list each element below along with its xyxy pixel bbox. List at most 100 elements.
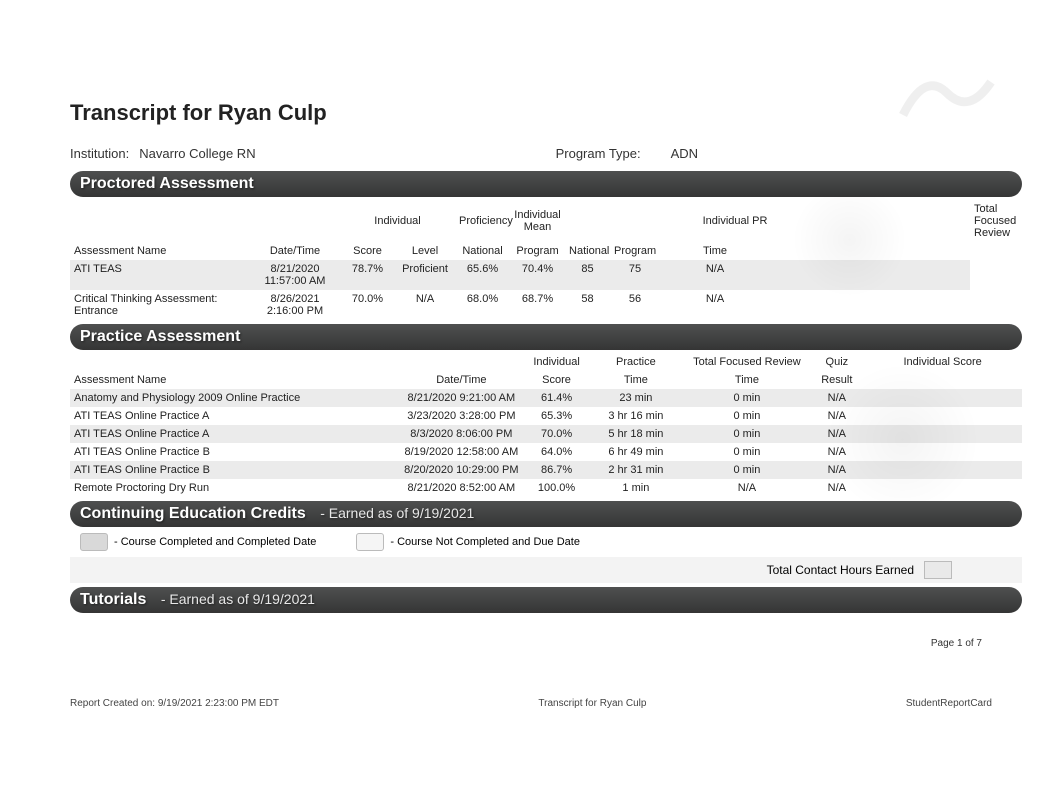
section-tutorials-header: Tutorials - Earned as of 9/19/2021 [70, 587, 1022, 613]
proctored-col-header: Total Focused Review [970, 197, 996, 242]
table-cell: 8/21/2020 8:52:00 AM [398, 479, 525, 497]
table-cell: 5 hr 18 min [588, 425, 683, 443]
table-cell: 2 hr 31 min [588, 461, 683, 479]
proctored-col-subheader [770, 242, 810, 260]
proctored-col-subheader: Assessment Name [70, 242, 250, 260]
practice-col-header: Quiz [810, 350, 863, 371]
practice-col-subheader: Assessment Name [70, 371, 398, 389]
practice-col-subheader [863, 371, 1022, 389]
table-cell: 0 min [683, 389, 810, 407]
table-cell: 3 hr 16 min [588, 407, 683, 425]
table-cell: 70.0% [525, 425, 588, 443]
table-row: ATI TEAS Online Practice B8/20/2020 10:2… [70, 461, 1022, 479]
section-cec-header: Continuing Education Credits - Earned as… [70, 501, 1022, 527]
table-cell: 65.6% [455, 260, 510, 290]
table-cell: 23 min [588, 389, 683, 407]
table-cell: 8/26/20212:16:00 PM [250, 290, 340, 320]
section-proctored-header: Proctored Assessment [70, 171, 1022, 197]
practice-col-subheader: Time [588, 371, 683, 389]
table-cell: 8/21/2020 9:21:00 AM [398, 389, 525, 407]
swatch-not-completed-icon [356, 533, 384, 551]
program-type-label: Program Type: [556, 146, 641, 161]
table-cell: Proficient [395, 260, 455, 290]
practice-col-header: Individual Score [863, 350, 1022, 371]
table-cell: Critical Thinking Assessment: Entrance [70, 290, 250, 320]
proctored-col-subheader: National [565, 242, 610, 260]
table-cell: 3/23/2020 3:28:00 PM [398, 407, 525, 425]
page-title: Transcript for Ryan Culp [70, 100, 1022, 126]
table-row: ATI TEAS Online Practice A3/23/2020 3:28… [70, 407, 1022, 425]
institution-label: Institution: [70, 146, 129, 161]
proctored-col-subheader: National [455, 242, 510, 260]
table-cell: Anatomy and Physiology 2009 Online Pract… [70, 389, 398, 407]
practice-col-subheader: Time [683, 371, 810, 389]
table-cell: 1 min [588, 479, 683, 497]
practice-col-subheader: Score [525, 371, 588, 389]
table-cell: N/A [810, 479, 863, 497]
table-cell [863, 407, 1022, 425]
table-cell [863, 389, 1022, 407]
table-cell: 86.7% [525, 461, 588, 479]
table-cell [770, 260, 810, 290]
proctored-col-subheader: Program [610, 242, 660, 260]
program-type-value: ADN [671, 146, 698, 161]
table-cell: Remote Proctoring Dry Run [70, 479, 398, 497]
info-row: Institution: Navarro College RN Program … [70, 146, 1022, 161]
table-cell: 75 [610, 260, 660, 290]
table-cell: N/A [810, 461, 863, 479]
institution-value: Navarro College RN [139, 146, 255, 161]
table-cell: 100.0% [525, 479, 588, 497]
table-cell: ATI TEAS Online Practice B [70, 461, 398, 479]
table-cell: N/A [660, 260, 770, 290]
section-cec-title: Continuing Education Credits [80, 505, 306, 522]
table-row: Remote Proctoring Dry Run8/21/2020 8:52:… [70, 479, 1022, 497]
footer-right: StudentReportCard [906, 698, 992, 709]
practice-col-subheader: Result [810, 371, 863, 389]
table-cell: 68.7% [510, 290, 565, 320]
legend-not-completed-label: - Course Not Completed and Due Date [390, 536, 580, 548]
cec-legend: - Course Completed and Completed Date - … [70, 527, 1022, 557]
table-cell [863, 425, 1022, 443]
cec-total-box [924, 561, 952, 579]
proctored-col-header: Individual PR [660, 197, 810, 242]
table-cell: N/A [395, 290, 455, 320]
table-cell: 6 hr 49 min [588, 443, 683, 461]
practice-table: IndividualPracticeTotal Focused ReviewQu… [70, 350, 1022, 497]
table-row: ATI TEAS Online Practice A8/3/2020 8:06:… [70, 425, 1022, 443]
proctored-col-header: Individual Mean [510, 197, 565, 242]
table-cell: 0 min [683, 425, 810, 443]
legend-completed-label: - Course Completed and Completed Date [114, 536, 316, 548]
section-cec-suffix: - Earned as of 9/19/2021 [320, 505, 474, 521]
table-cell: N/A [810, 443, 863, 461]
table-cell: 58 [565, 290, 610, 320]
table-cell: 68.0% [455, 290, 510, 320]
proctored-col-header: Proficiency [455, 197, 510, 242]
practice-col-header: Total Focused Review [683, 350, 810, 371]
table-cell: N/A [810, 407, 863, 425]
table-cell [863, 479, 1022, 497]
proctored-table: IndividualProficiencyIndividual MeanIndi… [70, 197, 1022, 320]
swatch-completed-icon [80, 533, 108, 551]
proctored-col-subheader: Level [395, 242, 455, 260]
table-cell [810, 290, 970, 320]
cec-total-row: Total Contact Hours Earned [70, 557, 1022, 583]
table-cell [810, 260, 970, 290]
table-cell: 8/21/202011:57:00 AM [250, 260, 340, 290]
section-practice-header: Practice Assessment [70, 324, 1022, 350]
table-cell: N/A [810, 425, 863, 443]
table-cell: ATI TEAS Online Practice B [70, 443, 398, 461]
table-cell [770, 290, 810, 320]
table-row: ATI TEAS Online Practice B8/19/2020 12:5… [70, 443, 1022, 461]
table-cell: 65.3% [525, 407, 588, 425]
table-cell: ATI TEAS Online Practice A [70, 425, 398, 443]
table-row: Critical Thinking Assessment: Entrance8/… [70, 290, 1022, 320]
table-cell: 64.0% [525, 443, 588, 461]
cec-total-label: Total Contact Hours Earned [767, 563, 914, 577]
table-cell: 8/3/2020 8:06:00 PM [398, 425, 525, 443]
table-cell: N/A [810, 389, 863, 407]
practice-col-header: Practice [588, 350, 683, 371]
practice-col-header: Individual [525, 350, 588, 371]
table-cell: 8/20/2020 10:29:00 PM [398, 461, 525, 479]
table-cell: 8/19/2020 12:58:00 AM [398, 443, 525, 461]
footer-left: Report Created on: 9/19/2021 2:23:00 PM … [70, 698, 279, 709]
